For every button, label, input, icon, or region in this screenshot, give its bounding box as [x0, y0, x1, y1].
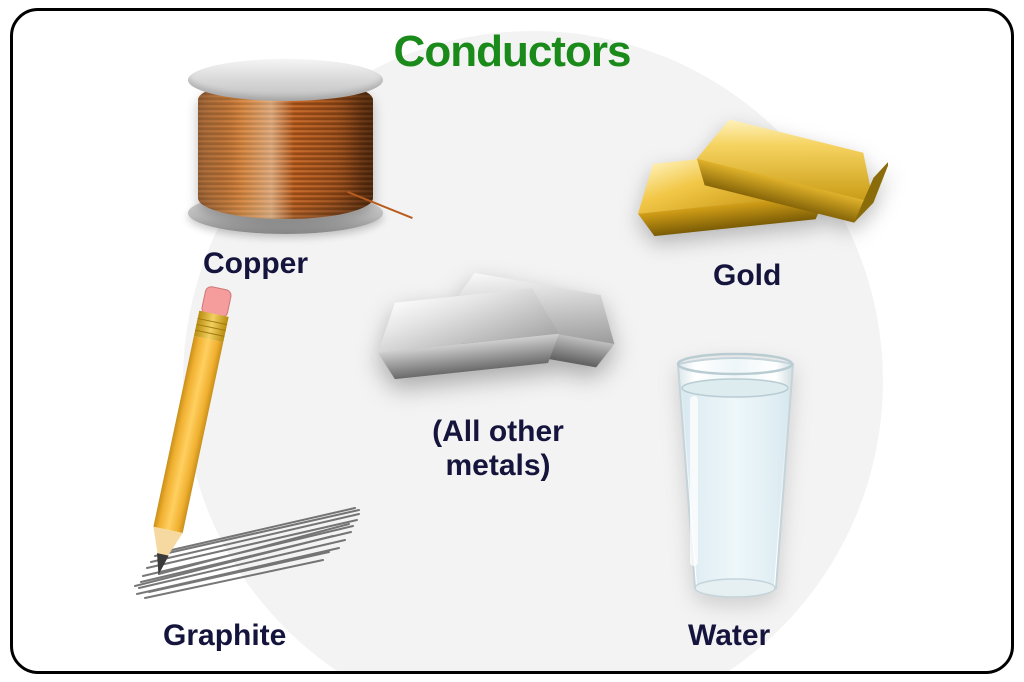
gold-bars-icon: [613, 106, 888, 251]
silver-label: (All other metals): [388, 415, 608, 483]
silver-label-line2: metals): [445, 449, 550, 482]
silver-label-line1: (All other: [432, 415, 564, 448]
silver-bars-icon: [363, 241, 623, 401]
copper-label: Copper: [203, 247, 308, 281]
water-glass-icon: [668, 346, 803, 606]
graphite-label: Graphite: [163, 619, 286, 653]
gold-label: Gold: [713, 259, 781, 293]
water-label: Water: [688, 619, 770, 653]
graphite-pencil-icon: [113, 281, 373, 611]
copper-spool-icon: [188, 59, 383, 234]
infographic-frame: Conductors Copper: [10, 8, 1014, 674]
page-title: Conductors: [13, 27, 1011, 77]
